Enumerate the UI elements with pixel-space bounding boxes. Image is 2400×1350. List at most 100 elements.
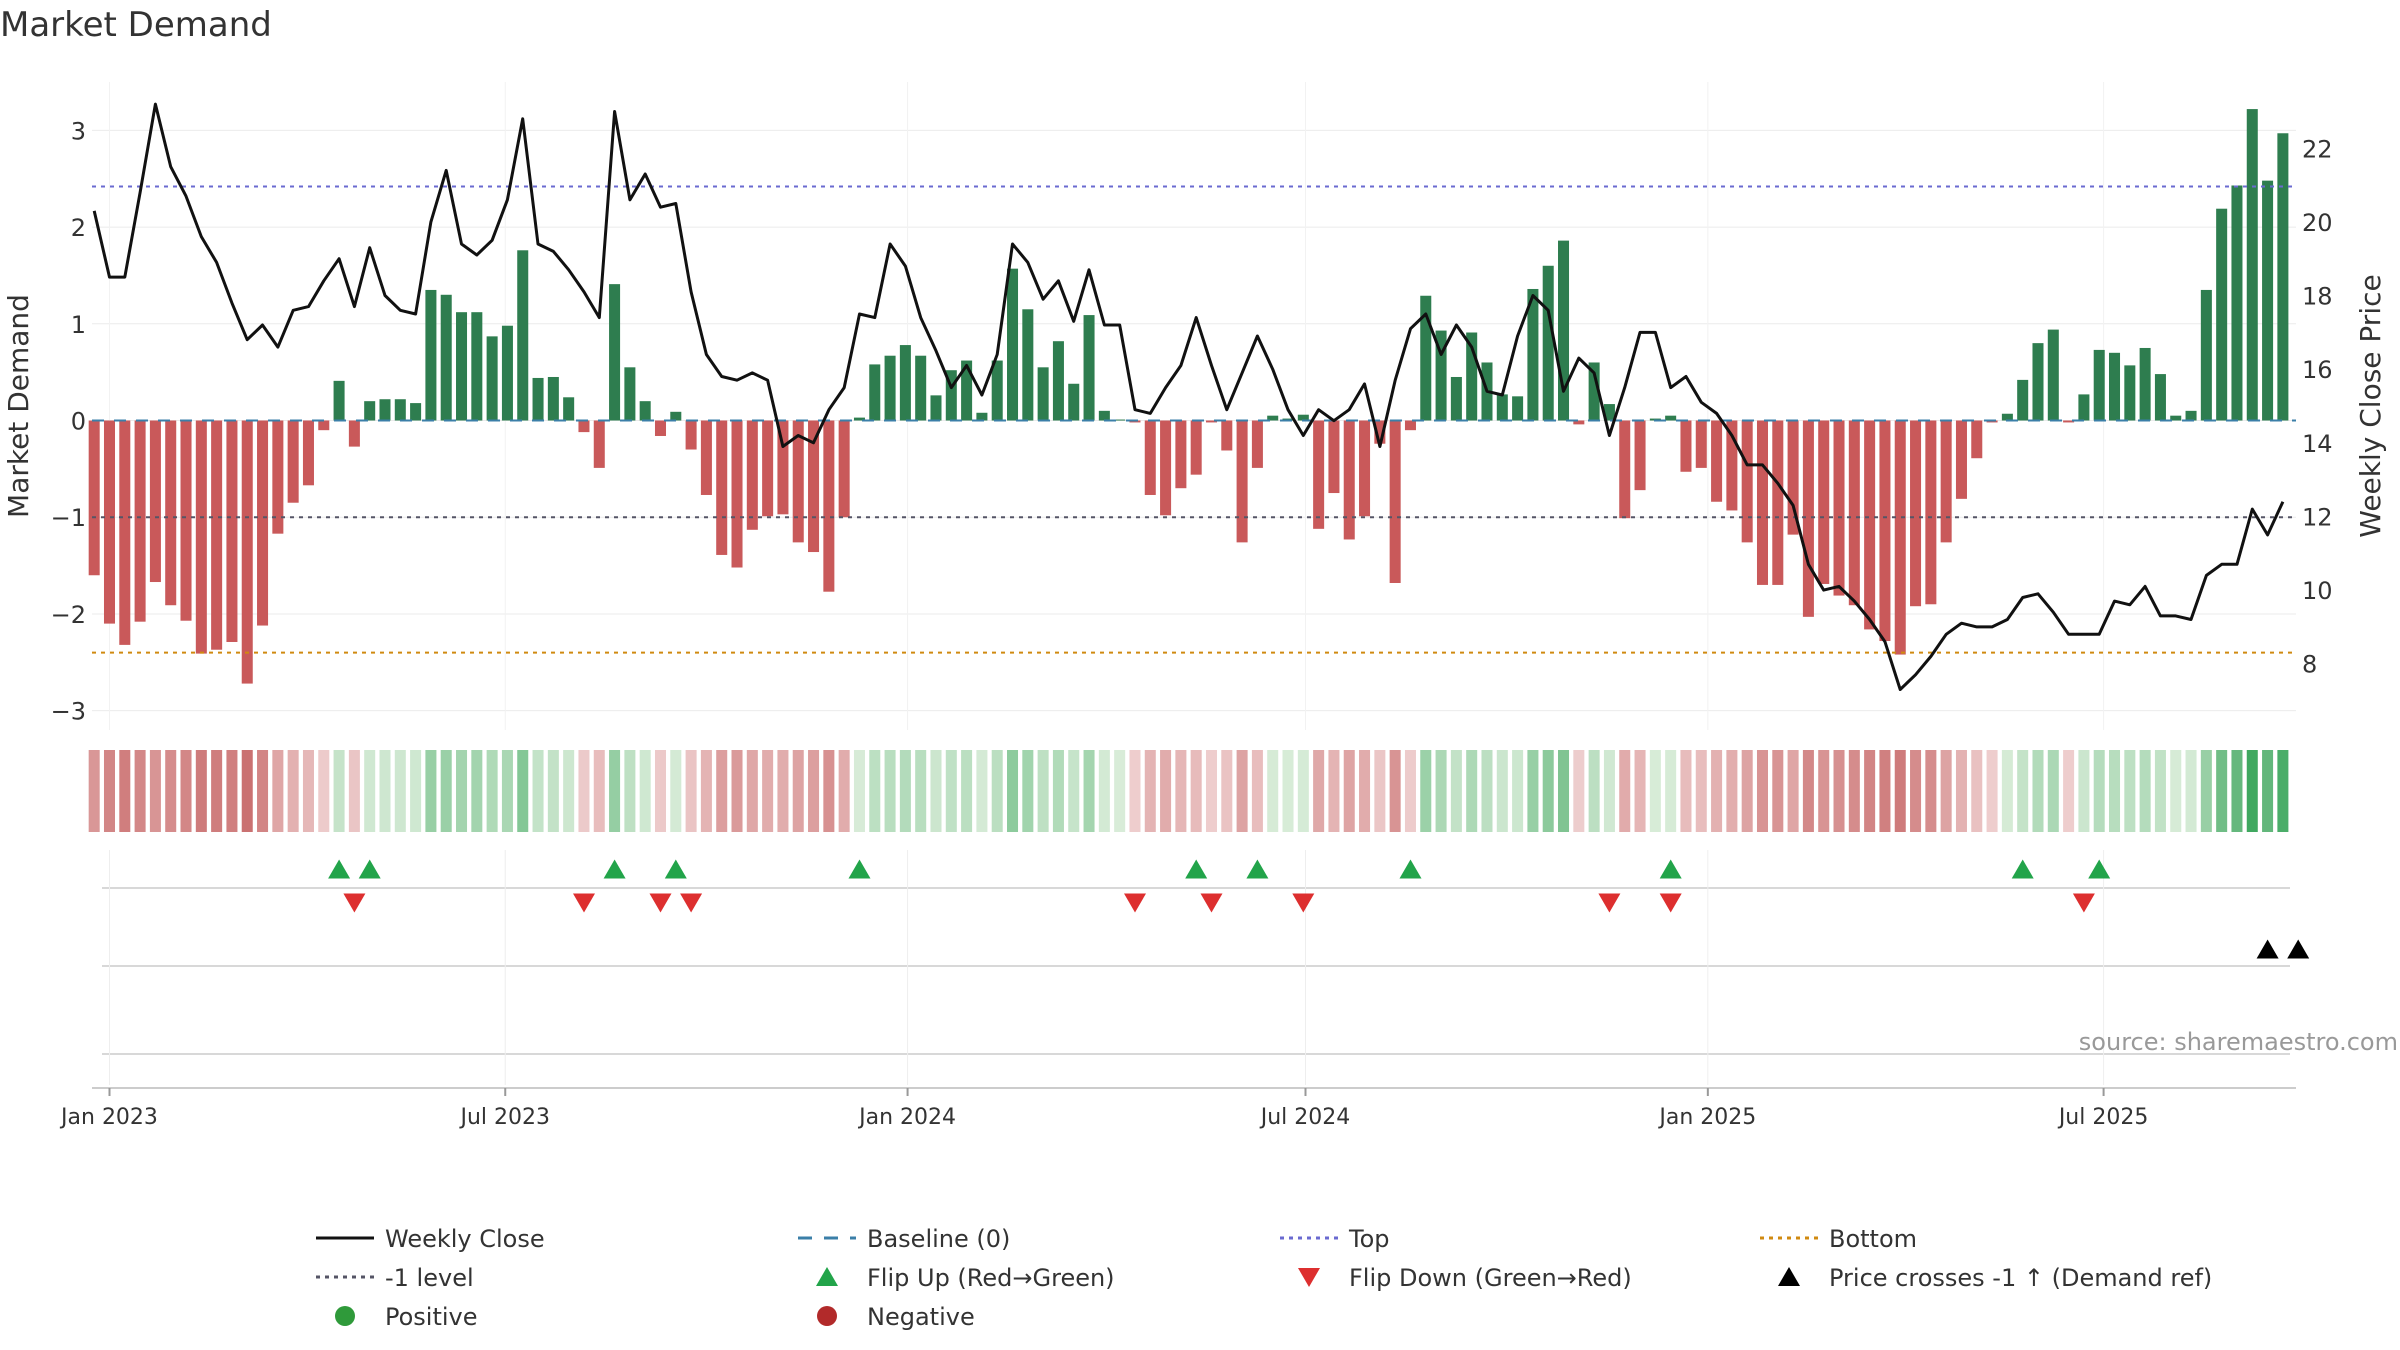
left-tick-label: 3 xyxy=(71,117,86,145)
negative-demand-bar xyxy=(165,420,177,606)
positive-demand-bar xyxy=(1450,376,1462,421)
heat-cell xyxy=(394,750,406,832)
legend-swatch-price-cross xyxy=(1778,1267,1800,1286)
negative-demand-bar xyxy=(1971,420,1983,459)
heat-cell xyxy=(1037,750,1049,832)
heat-cell xyxy=(930,750,942,832)
positive-demand-bar xyxy=(1083,315,1095,421)
heat-cell xyxy=(853,750,865,832)
heat-cell xyxy=(731,750,743,832)
heat-cell xyxy=(1129,750,1141,832)
positive-demand-bar xyxy=(2262,180,2274,421)
positive-demand-bar xyxy=(394,399,406,421)
flip-down-marker xyxy=(343,893,366,913)
positive-demand-bar xyxy=(2093,349,2105,421)
negative-demand-bar xyxy=(823,420,835,592)
flip-up-marker xyxy=(848,859,871,879)
legend: Weekly Close Baseline (0) Top Bottom -1 leve… xyxy=(316,1225,2212,1331)
positive-demand-bar xyxy=(609,284,621,421)
positive-demand-bar xyxy=(563,397,575,421)
negative-demand-bar xyxy=(1313,420,1325,529)
heat-cell xyxy=(2154,750,2166,832)
legend-label: Top xyxy=(1348,1225,1390,1253)
positive-demand-bar xyxy=(1603,404,1615,421)
negative-demand-bar xyxy=(1374,420,1386,444)
heat-cell xyxy=(88,750,100,832)
heat-cell xyxy=(991,750,1003,832)
flip-up-marker xyxy=(603,859,626,879)
positive-demand-bar xyxy=(2277,133,2289,421)
event-markers xyxy=(102,850,2310,1085)
negative-demand-bar xyxy=(1726,420,1738,511)
heat-cell xyxy=(762,750,774,832)
negative-demand-bar xyxy=(1251,420,1263,468)
heat-cell xyxy=(915,750,927,832)
heat-cell xyxy=(1313,750,1325,832)
heat-cell xyxy=(1496,750,1508,832)
positive-demand-bar xyxy=(2139,347,2151,421)
heat-cell xyxy=(808,750,820,832)
heat-cell xyxy=(746,750,758,832)
heat-cell xyxy=(1680,750,1692,832)
demand-bars xyxy=(88,109,2289,684)
positive-demand-bar xyxy=(2017,379,2029,421)
positive-demand-bar xyxy=(2032,343,2044,421)
heat-cell xyxy=(1665,750,1677,832)
negative-demand-bar xyxy=(2063,420,2075,423)
heat-cell xyxy=(119,750,131,832)
positive-demand-bar xyxy=(1098,410,1110,421)
positive-demand-bar xyxy=(991,360,1003,421)
heat-cell xyxy=(1787,750,1799,832)
flip-down-marker xyxy=(1124,893,1146,913)
x-axis: Jan 2023 Jul 2023 Jan 2024 Jul 2024 Jan 2025… xyxy=(59,1087,2296,1130)
heat-cell xyxy=(1221,750,1233,832)
heat-cell xyxy=(425,750,437,832)
heat-cell xyxy=(1144,750,1156,832)
negative-demand-bar xyxy=(241,420,253,684)
heat-cell xyxy=(318,750,330,832)
positive-demand-bar xyxy=(440,294,452,421)
heat-cell xyxy=(1971,750,1983,832)
heat-cell xyxy=(1007,750,1019,832)
demand-heat-strip xyxy=(88,750,2289,832)
heat-cell xyxy=(379,750,391,832)
legend-label: -1 level xyxy=(385,1264,474,1292)
legend-swatch-negative xyxy=(817,1306,837,1326)
flip-down-marker xyxy=(2072,893,2095,913)
flip-up-marker xyxy=(1399,859,1422,879)
heat-cell xyxy=(961,750,973,832)
x-tick-label: Jul 2024 xyxy=(1259,1105,1351,1130)
positive-demand-bar xyxy=(961,360,973,421)
negative-demand-bar xyxy=(1756,420,1769,585)
negative-demand-bar xyxy=(1910,420,1922,607)
positive-demand-bar xyxy=(1267,415,1279,421)
negative-demand-bar xyxy=(1205,420,1218,423)
negative-demand-bar xyxy=(1144,420,1156,495)
heat-cell xyxy=(2063,750,2075,832)
heat-cell xyxy=(1098,750,1110,832)
legend-label: Baseline (0) xyxy=(867,1225,1010,1253)
heat-cell xyxy=(211,750,223,832)
x-tick-label: Jan 2024 xyxy=(857,1105,956,1130)
heat-cell xyxy=(440,750,452,832)
positive-demand-bar xyxy=(333,380,345,421)
heat-cell xyxy=(1175,750,1187,832)
positive-demand-bar xyxy=(1297,414,1309,421)
heat-cell xyxy=(517,750,529,832)
heat-cell xyxy=(2170,750,2182,832)
negative-demand-bar xyxy=(1787,420,1799,535)
positive-demand-bar xyxy=(1588,362,1600,421)
heat-cell xyxy=(1297,750,1309,832)
heat-cell xyxy=(257,750,269,832)
heat-cell xyxy=(1328,750,1340,832)
heat-cell xyxy=(149,750,161,832)
negative-demand-bar xyxy=(746,420,758,530)
flip-up-marker xyxy=(1185,859,1208,879)
positive-demand-bar xyxy=(410,403,422,421)
positive-demand-bar xyxy=(1022,309,1034,421)
heat-cell xyxy=(945,750,957,832)
positive-demand-bar xyxy=(1665,415,1677,421)
positive-demand-bar xyxy=(869,364,881,421)
negative-demand-bar xyxy=(119,420,131,645)
